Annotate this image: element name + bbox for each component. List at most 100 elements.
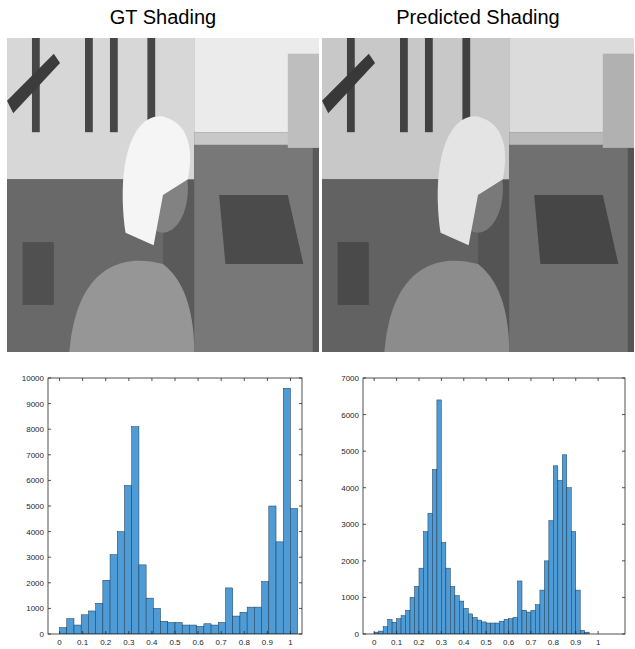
y-tick <box>622 378 625 379</box>
x-tick-label: 0.5 <box>481 638 493 647</box>
x-tick <box>128 631 129 634</box>
y-tick <box>48 454 51 455</box>
y-tick <box>622 451 625 452</box>
plot-area <box>363 378 625 634</box>
histogram-bar <box>211 625 218 634</box>
x-tick <box>151 631 152 634</box>
histogram-bar <box>571 532 575 634</box>
x-tick <box>198 631 199 634</box>
histogram-bar <box>132 427 139 634</box>
y-tick <box>622 560 625 561</box>
histogram-bar <box>428 513 432 634</box>
x-tick-label: 0.4 <box>458 638 470 647</box>
x-tick <box>105 378 106 381</box>
pole <box>400 38 408 132</box>
body <box>384 261 509 352</box>
histogram-bar <box>464 608 468 634</box>
y-tick <box>299 634 302 635</box>
histogram-bar <box>168 622 175 634</box>
y-tick-label: 0 <box>40 630 45 639</box>
crate <box>23 242 54 305</box>
x-tick <box>105 631 106 634</box>
histogram-bar <box>240 612 247 634</box>
histogram-bar <box>459 601 463 634</box>
cabinet <box>509 132 628 352</box>
x-tick <box>151 378 152 381</box>
y-tick-label: 6000 <box>26 476 44 485</box>
y-tick-label: 7000 <box>341 374 359 383</box>
x-tick-label: 0.7 <box>216 638 228 647</box>
x-tick <box>418 378 419 381</box>
histogram-bar <box>226 588 233 634</box>
y-tick <box>622 414 625 415</box>
axes-frame <box>363 378 625 634</box>
y-tick-label: 4000 <box>26 528 44 537</box>
body <box>69 261 194 352</box>
histogram-bar <box>500 621 504 634</box>
y-tick <box>299 429 302 430</box>
histogram-bar <box>182 625 189 634</box>
x-tick <box>598 378 599 381</box>
x-tick-label: 0.1 <box>77 638 89 647</box>
shading-image <box>322 38 634 352</box>
x-tick <box>198 378 199 381</box>
x-tick-label: 0.8 <box>239 638 251 647</box>
histogram-bar <box>540 590 544 634</box>
shading-image <box>7 38 319 352</box>
y-tick <box>48 531 51 532</box>
x-tick <box>441 631 442 634</box>
histogram-bar <box>486 623 490 634</box>
x-tick <box>486 378 487 381</box>
histogram-bar <box>522 610 526 634</box>
histogram-bar <box>146 598 153 634</box>
background <box>7 38 319 352</box>
y-tick-label: 3000 <box>26 553 44 562</box>
crate <box>338 242 369 305</box>
histogram-bar <box>189 625 196 634</box>
histogram-bar <box>526 612 530 634</box>
x-tick <box>374 378 375 381</box>
histogram-bar <box>495 623 499 634</box>
y-tick <box>622 487 625 488</box>
histogram-bar <box>406 610 410 634</box>
histogram-bar <box>175 622 182 634</box>
y-tick <box>299 608 302 609</box>
histogram-bar <box>415 586 419 634</box>
x-tick <box>396 378 397 381</box>
x-tick <box>575 631 576 634</box>
axes-frame <box>48 378 302 634</box>
x-tick-label: 0.7 <box>525 638 537 647</box>
histogram-bar <box>544 561 548 634</box>
x-tick <box>221 631 222 634</box>
x-tick <box>486 631 487 634</box>
x-tick <box>530 631 531 634</box>
panel-title: Predicted Shading <box>396 6 559 28</box>
y-tick <box>48 506 51 507</box>
x-tick-label: 0.6 <box>503 638 515 647</box>
histogram-bar <box>262 582 269 634</box>
histogram-bar <box>518 581 522 634</box>
x-tick-label: 0 <box>57 638 62 647</box>
histogram-bar <box>153 608 160 634</box>
y-tick <box>363 487 366 488</box>
x-tick-label: 0.2 <box>100 638 112 647</box>
y-tick <box>48 608 51 609</box>
histogram-bar <box>437 400 441 634</box>
histogram-bar <box>81 615 88 634</box>
histogram-bar <box>558 480 562 634</box>
histogram-bar <box>233 616 240 634</box>
x-tick <box>290 378 291 381</box>
histogram-bar <box>247 607 254 634</box>
y-tick <box>363 634 366 635</box>
y-tick-label: 8000 <box>26 425 44 434</box>
y-tick <box>363 414 366 415</box>
x-tick-label: 0.4 <box>146 638 158 647</box>
histogram-bar <box>392 622 396 634</box>
bricks <box>288 54 319 148</box>
x-tick <box>290 631 291 634</box>
histogram-bar <box>504 619 508 634</box>
histogram-bar <box>419 568 423 634</box>
bars <box>60 388 298 634</box>
histogram-bar <box>473 618 477 634</box>
x-tick-label: 0 <box>372 638 377 647</box>
